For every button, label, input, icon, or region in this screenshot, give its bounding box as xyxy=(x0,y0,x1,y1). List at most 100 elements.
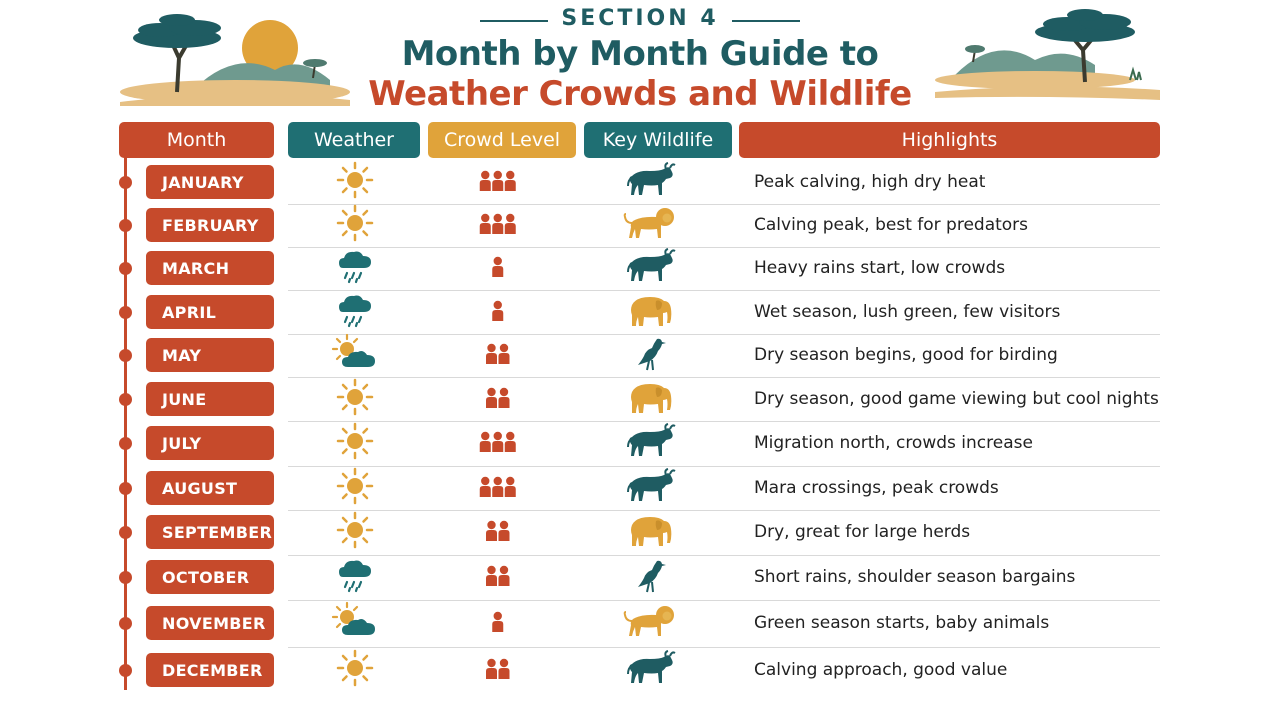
wildebeest-icon xyxy=(624,248,676,288)
row-divider xyxy=(288,600,1160,601)
column-header-weather: Weather xyxy=(288,122,420,158)
sun-icon xyxy=(333,648,377,692)
section-kicker: SECTION 4 xyxy=(561,6,719,31)
table-row: JULY Migration north, crowds increase xyxy=(0,421,1280,465)
row-divider xyxy=(288,204,1160,205)
kicker-line-left xyxy=(480,20,548,22)
page-title-line1: Month by Month Guide to xyxy=(401,34,879,74)
timeline-dot xyxy=(119,219,132,232)
highlight-text: Dry season begins, good for birding xyxy=(754,345,1058,365)
table-row: DECEMBER Calving approach, good value xyxy=(0,648,1280,692)
rain-cloud-icon xyxy=(333,246,377,290)
table-row: MAY Dry season begins, good for birding xyxy=(0,333,1280,377)
timeline-dot xyxy=(119,571,132,584)
sun-icon xyxy=(333,421,377,465)
elephant-icon xyxy=(624,378,676,420)
row-divider xyxy=(288,334,1160,335)
rain-cloud-icon xyxy=(333,555,377,599)
crowd-level-icon xyxy=(490,254,507,282)
wildebeest-icon xyxy=(624,423,676,463)
table-row: MARCH Heavy rains start, low crowds xyxy=(0,246,1280,290)
month-label: FEBRUARY xyxy=(146,208,274,242)
timeline-dot xyxy=(119,437,132,450)
timeline-dot xyxy=(119,262,132,275)
timeline-dot xyxy=(119,482,132,495)
crowd-level-icon xyxy=(477,211,519,239)
highlight-text: Dry, great for large herds xyxy=(754,522,971,542)
month-label: NOVEMBER xyxy=(146,606,274,640)
row-divider xyxy=(288,377,1160,378)
month-label: SEPTEMBER xyxy=(146,515,274,549)
highlight-text: Calving peak, best for predators xyxy=(754,215,1029,235)
table-row: OCTOBER Short rains, shoulder season bar… xyxy=(0,555,1280,599)
partly-cloudy-icon xyxy=(330,601,380,645)
table-row: SEPTEMBER Dry, great for large herds xyxy=(0,510,1280,554)
timeline-dot xyxy=(119,617,132,630)
table-row: JUNE Dry season, good game viewing but c… xyxy=(0,377,1280,421)
rain-cloud-icon xyxy=(333,290,377,334)
highlight-text: Migration north, crowds increase xyxy=(754,433,1033,453)
row-divider xyxy=(288,421,1160,422)
timeline-dot xyxy=(119,306,132,319)
table-row: APRIL Wet season, lush green, few visito… xyxy=(0,290,1280,334)
crowd-level-icon xyxy=(490,298,507,326)
crowd-level-icon xyxy=(484,656,513,684)
sun-icon xyxy=(333,160,377,204)
month-label: APRIL xyxy=(146,295,274,329)
bird-icon xyxy=(630,333,670,377)
column-header-highlights: Highlights xyxy=(739,122,1160,158)
highlight-text: Dry season, good game viewing but cool n… xyxy=(754,389,1159,409)
highlight-text: Wet season, lush green, few visitors xyxy=(754,302,1061,322)
timeline-dot xyxy=(119,393,132,406)
savanna-scene-right xyxy=(935,9,1160,100)
crowd-level-icon xyxy=(484,563,513,591)
crowd-level-icon xyxy=(484,385,513,413)
highlight-text: Peak calving, high dry heat xyxy=(754,172,986,192)
column-header-key-wildlife: Key Wildlife xyxy=(584,122,732,158)
column-header-month: Month xyxy=(119,122,274,158)
crowd-level-icon xyxy=(477,168,519,196)
lion-icon xyxy=(623,205,677,245)
month-label: MARCH xyxy=(146,251,274,285)
table-row: FEBRUARY Calving peak, best for predator… xyxy=(0,203,1280,247)
sun-icon xyxy=(333,377,377,421)
sun-icon xyxy=(333,466,377,510)
table-row: NOVEMBER Green season starts, baby anima… xyxy=(0,601,1280,645)
highlight-text: Green season starts, baby animals xyxy=(754,613,1050,633)
wildebeest-icon xyxy=(624,650,676,690)
crowd-level-icon xyxy=(490,609,507,637)
highlight-text: Mara crossings, peak crowds xyxy=(754,478,999,498)
savanna-scene-left xyxy=(120,14,350,106)
row-divider xyxy=(288,247,1160,248)
month-label: MAY xyxy=(146,338,274,372)
month-label: OCTOBER xyxy=(146,560,274,594)
highlight-text: Calving approach, good value xyxy=(754,660,1008,680)
sun-icon xyxy=(333,203,377,247)
month-label: JUNE xyxy=(146,382,274,416)
elephant-icon xyxy=(624,511,676,553)
month-label: JULY xyxy=(146,426,274,460)
crowd-level-icon xyxy=(484,341,513,369)
table-row: AUGUST Mara crossings, peak crowds xyxy=(0,466,1280,510)
month-label: JANUARY xyxy=(146,165,274,199)
page-title-line2: Weather Crowds and Wildlife xyxy=(368,74,912,114)
timeline-dot xyxy=(119,526,132,539)
table-row: JANUARY Peak calving, high dry heat xyxy=(0,160,1280,204)
highlight-text: Heavy rains start, low crowds xyxy=(754,258,1006,278)
timeline-line xyxy=(124,158,127,690)
highlight-text: Short rains, shoulder season bargains xyxy=(754,567,1076,587)
timeline-dot xyxy=(119,664,132,677)
timeline-dot xyxy=(119,176,132,189)
month-label: AUGUST xyxy=(146,471,274,505)
column-header-crowd-level: Crowd Level xyxy=(428,122,576,158)
row-divider xyxy=(288,290,1160,291)
crowd-level-icon xyxy=(477,474,519,502)
crowd-level-icon xyxy=(484,518,513,546)
wildebeest-icon xyxy=(624,162,676,202)
timeline-dot xyxy=(119,349,132,362)
elephant-icon xyxy=(624,291,676,333)
lion-icon xyxy=(623,603,677,643)
row-divider xyxy=(288,466,1160,467)
wildebeest-icon xyxy=(624,468,676,508)
bird-icon xyxy=(630,555,670,599)
